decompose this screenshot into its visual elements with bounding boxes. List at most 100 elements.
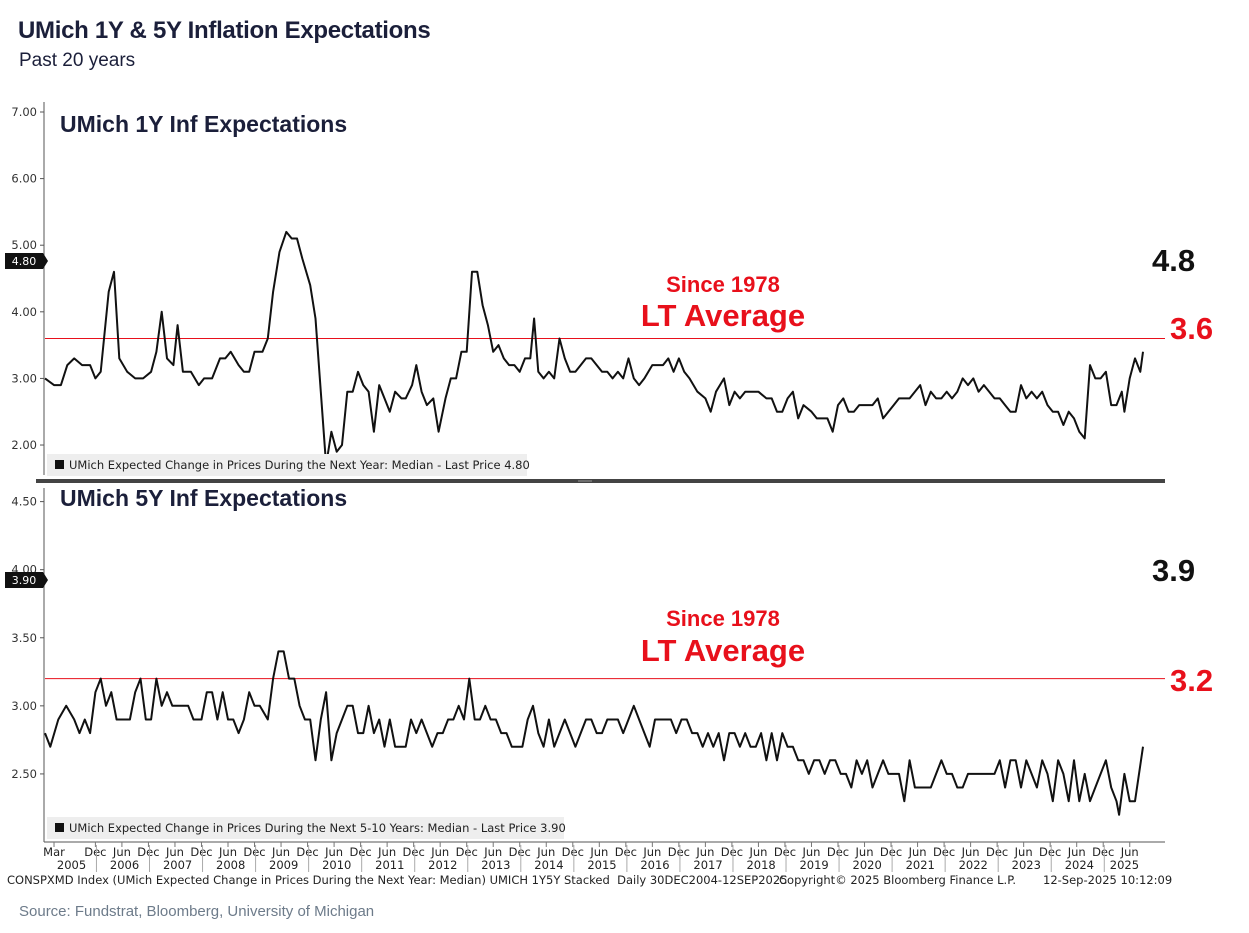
x-year-label: 2005 <box>57 858 86 872</box>
x-month-label: Jun <box>748 845 767 859</box>
x-year-label: 2016 <box>640 858 669 872</box>
y-tick-label-5y: 3.00 <box>11 699 37 713</box>
y-tick-label-1y: 4.00 <box>11 305 37 319</box>
legend-text-1y: UMich Expected Change in Prices During t… <box>69 458 530 472</box>
legend-swatch-1y <box>55 460 64 469</box>
series-line-1y <box>44 230 1144 466</box>
last-price-text-1y: 4.80 <box>12 255 37 268</box>
avg-value-label-5y: 3.2 <box>1170 663 1213 698</box>
x-year-label: 2025 <box>1110 858 1139 872</box>
x-year-label: 2022 <box>959 858 988 872</box>
x-axis-labels: Mar Dec Jun Dec Jun Dec Jun Dec Jun Dec Jun Dec Jun D… <box>43 842 1139 872</box>
x-year-label: 2024 <box>1065 858 1094 872</box>
x-month-label: Jun <box>589 845 608 859</box>
x-year-label: 2010 <box>322 858 351 872</box>
x-month-label: Jun <box>377 845 396 859</box>
y-tick-label-5y: 2.50 <box>11 767 37 781</box>
x-year-label: 2009 <box>269 858 298 872</box>
x-month-label: Jun <box>271 845 290 859</box>
x-year-label: 2012 <box>428 858 457 872</box>
x-month-label: Jun <box>855 845 874 859</box>
x-month-label: Dec <box>1092 845 1114 859</box>
x-year-label: 2018 <box>746 858 775 872</box>
last-value-label-5y: 3.9 <box>1152 553 1195 588</box>
legend-1y: UMich Expected Change in Prices During t… <box>47 454 530 476</box>
y-ticks-5y: 2.503.003.504.004.50 <box>11 495 44 781</box>
x-month-label: Dec <box>84 845 106 859</box>
x-month-label: Jun <box>536 845 555 859</box>
x-year-label: 2006 <box>110 858 139 872</box>
x-month-label: Dec <box>933 845 955 859</box>
panel-title-1y: UMich 1Y Inf Expectations <box>60 111 347 137</box>
x-month-label: Dec <box>986 845 1008 859</box>
x-month-label: Dec <box>615 845 637 859</box>
footer-timestamp: 12-Sep-2025 10:12:09 <box>1043 873 1173 887</box>
x-year-label: 2023 <box>1012 858 1041 872</box>
x-month-label: Jun <box>430 845 449 859</box>
x-year-label: 2019 <box>799 858 828 872</box>
last-price-tag-5y: 3.90 <box>5 572 48 588</box>
panel-title-5y: UMich 5Y Inf Expectations <box>60 485 347 511</box>
page-subtitle: Past 20 years <box>19 50 136 71</box>
x-month-label: Jun <box>165 845 184 859</box>
x-month-label: Dec <box>403 845 425 859</box>
x-year-label: 2021 <box>906 858 935 872</box>
x-month-label: Dec <box>509 845 531 859</box>
y-tick-label-1y: 3.00 <box>11 371 37 385</box>
y-tick-label-1y: 6.00 <box>11 172 37 186</box>
x-year-label: 2013 <box>481 858 510 872</box>
x-year-label: 2008 <box>216 858 245 872</box>
x-month-label: Jun <box>961 845 980 859</box>
x-month-label: Jun <box>218 845 237 859</box>
x-month-label: Jun <box>695 845 714 859</box>
x-month-label: Dec <box>296 845 318 859</box>
y-tick-label-5y: 3.50 <box>11 631 37 645</box>
x-year-label: 2020 <box>853 858 882 872</box>
legend-swatch-5y <box>55 823 64 832</box>
x-year-label: 2011 <box>375 858 404 872</box>
x-month-label: Jun <box>324 845 343 859</box>
x-month-label: Dec <box>774 845 796 859</box>
x-month-label: Jun <box>642 845 661 859</box>
x-month-label: Jun <box>1120 845 1139 859</box>
x-month-label: Jun <box>112 845 131 859</box>
x-month-label: Jun <box>1014 845 1033 859</box>
y-ticks-1y: 2.00 3.00 4.00 5.00 6.00 7.00 <box>11 105 44 452</box>
panel-1y: 2.00 3.00 4.00 5.00 6.00 7.00 UMich 1Y Inf Ex… <box>5 102 1213 476</box>
y-tick-label-5y: 4.50 <box>11 495 37 509</box>
avg-label-since-1y: Since 1978 <box>666 272 780 297</box>
legend-5y: UMich Expected Change in Prices During t… <box>47 817 566 839</box>
avg-label-since-5y: Since 1978 <box>666 606 780 631</box>
last-value-label-1y: 4.8 <box>1152 243 1195 278</box>
source-note: Source: Fundstrat, Bloomberg, University… <box>19 903 375 920</box>
x-month-label: Jun <box>483 845 502 859</box>
page-title: UMich 1Y & 5Y Inflation Expectations <box>18 17 431 44</box>
avg-label-lt-5y: LT Average <box>641 633 805 668</box>
y-tick-label-1y: 5.00 <box>11 238 37 252</box>
x-month-label: Dec <box>456 845 478 859</box>
x-month-label: Dec <box>349 845 371 859</box>
footer-index-info: CONSPXMD Index (UMich Expected Change in… <box>7 873 788 887</box>
x-month-label: Dec <box>827 845 849 859</box>
avg-label-lt-1y: LT Average <box>641 298 805 333</box>
last-price-tag-1y: 4.80 <box>5 253 48 269</box>
x-year-label: 2014 <box>534 858 563 872</box>
x-month-label: Dec <box>190 845 212 859</box>
panel-5y: 2.503.003.504.004.50 UMich 5Y Inf Expect… <box>5 485 1213 842</box>
x-month-label: Jun <box>801 845 820 859</box>
x-month-label: Dec <box>721 845 743 859</box>
last-price-text-5y: 3.90 <box>12 574 37 587</box>
x-month-label: Dec <box>243 845 265 859</box>
x-month-label: Dec <box>668 845 690 859</box>
footer-copyright: Copyright© 2025 Bloomberg Finance L.P. <box>779 873 1016 887</box>
x-month-label: Dec <box>880 845 902 859</box>
x-month-label: Mar <box>43 845 65 859</box>
x-month-label: Dec <box>1039 845 1061 859</box>
avg-value-label-1y: 3.6 <box>1170 311 1213 346</box>
x-month-label: Dec <box>562 845 584 859</box>
legend-text-5y: UMich Expected Change in Prices During t… <box>69 821 566 835</box>
x-year-label: 2017 <box>693 858 722 872</box>
x-year-label: 2007 <box>163 858 192 872</box>
x-month-label: Dec <box>137 845 159 859</box>
